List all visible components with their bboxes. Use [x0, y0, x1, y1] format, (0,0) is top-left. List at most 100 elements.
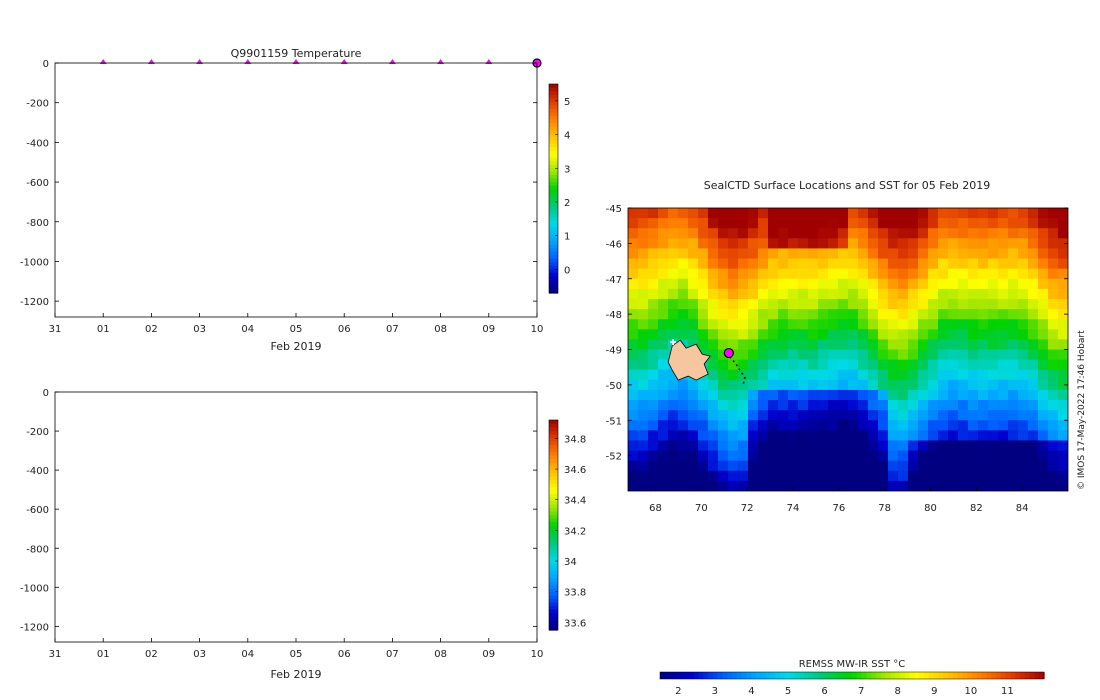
sst-cell: [708, 268, 719, 280]
sst-cell: [908, 410, 919, 421]
x-tick-label: 04: [241, 324, 254, 335]
sst-cell: [768, 248, 779, 260]
sst-cell: [718, 460, 729, 472]
sst-cell: [978, 389, 989, 401]
sst-cell: [698, 248, 709, 260]
sst-cell: [858, 410, 869, 421]
sst-cell: [748, 430, 759, 442]
x-tick-label: 01: [97, 324, 110, 335]
colorbar-swatch: [549, 122, 558, 127]
sst-cell: [688, 410, 699, 421]
sst-cell: [878, 470, 889, 482]
sst-cell: [688, 430, 699, 442]
sst-cell: [898, 309, 909, 320]
colorbar-swatch: [549, 511, 558, 516]
sst-cell: [888, 319, 899, 330]
sst-cell: [758, 410, 769, 421]
sst-cell: [718, 480, 729, 491]
colorbar-swatch: [549, 581, 558, 586]
sst-cell: [638, 238, 649, 250]
sst-colorbar-frame: [659, 671, 1045, 680]
sst-cell: [678, 389, 689, 401]
sst-cell: [868, 218, 879, 229]
sst-cell: [718, 470, 729, 482]
sst-cell: [728, 218, 739, 229]
sst-cell: [738, 298, 749, 310]
sst-cell: [938, 298, 949, 310]
sst-colorbar-swatch: [688, 672, 695, 679]
colorbar-swatch: [549, 535, 558, 540]
sst-cell: [1028, 400, 1039, 411]
sst-cell: [868, 379, 879, 391]
sst-cell: [858, 228, 869, 239]
sst-cell: [1028, 298, 1039, 310]
sst-cell: [768, 410, 779, 421]
sst-cell: [978, 369, 989, 381]
colorbar-swatch: [549, 254, 558, 259]
sst-cell: [978, 208, 989, 219]
sst-cell: [648, 268, 659, 280]
sst-cell: [838, 309, 849, 320]
colorbar-swatch: [549, 104, 558, 109]
sst-cell: [928, 470, 939, 482]
sst-cell: [638, 400, 649, 411]
sst-cell: [1018, 329, 1029, 340]
sst-colorbar-swatch: [698, 672, 704, 679]
sst-cell: [848, 430, 859, 442]
sst-cell: [738, 278, 749, 290]
sst-colorbar-swatch: [1029, 672, 1035, 679]
colorbar-swatch: [549, 219, 558, 224]
sst-cell: [1018, 248, 1029, 260]
sst-cell: [748, 278, 759, 290]
sst-cell: [938, 228, 949, 239]
sst-colorbar-swatch: [703, 672, 709, 679]
sst-cell: [638, 460, 649, 472]
sst-colorbar-swatch: [660, 672, 666, 679]
sst-cell: [668, 208, 679, 219]
colorbar-swatch: [549, 136, 558, 141]
sst-cell: [798, 349, 809, 361]
sst-cell: [1038, 440, 1049, 452]
sst-cell: [888, 298, 899, 310]
sst-colorbar-swatch: [890, 672, 896, 679]
sst-cell: [998, 319, 1009, 330]
sst-cell: [898, 218, 909, 229]
sst-cell: [998, 228, 1009, 239]
sst-cell: [948, 440, 959, 452]
sst-cell: [838, 228, 849, 239]
sst-cell: [868, 309, 879, 320]
sst-cell: [978, 430, 989, 442]
sst-cell: [718, 298, 729, 310]
sst-cell: [918, 440, 929, 452]
sst-cell: [1008, 349, 1019, 361]
sst-cell: [948, 430, 959, 442]
sst-cell: [868, 450, 879, 462]
colorbar-swatch: [549, 265, 558, 270]
sst-cell: [928, 379, 939, 391]
sst-cell: [1038, 238, 1049, 250]
sst-cell: [968, 278, 979, 290]
sst-cell: [1018, 208, 1029, 219]
sst-cell: [748, 208, 759, 219]
sst-cell: [828, 238, 839, 250]
sst-cell: [768, 400, 779, 411]
sst-cell: [1018, 470, 1029, 482]
sst-cell: [758, 288, 769, 300]
sst-cell: [978, 400, 989, 411]
sst-cell: [928, 248, 939, 260]
sst-cell: [998, 248, 1009, 260]
sst-cell: [788, 278, 799, 290]
sst-cell: [988, 430, 999, 442]
sst-cell: [748, 248, 759, 260]
sst-cell: [628, 420, 639, 431]
sst-cell: [998, 460, 1009, 472]
sst-cell: [898, 278, 909, 290]
sst-cell: [718, 420, 729, 431]
sst-cell: [1008, 369, 1019, 381]
sst-cell: [718, 379, 729, 391]
sst-cell: [818, 329, 829, 340]
sst-colorbar-swatch: [669, 672, 675, 679]
sst-cell: [768, 309, 779, 320]
sst-cell: [778, 258, 789, 270]
sst-cell: [758, 349, 769, 361]
